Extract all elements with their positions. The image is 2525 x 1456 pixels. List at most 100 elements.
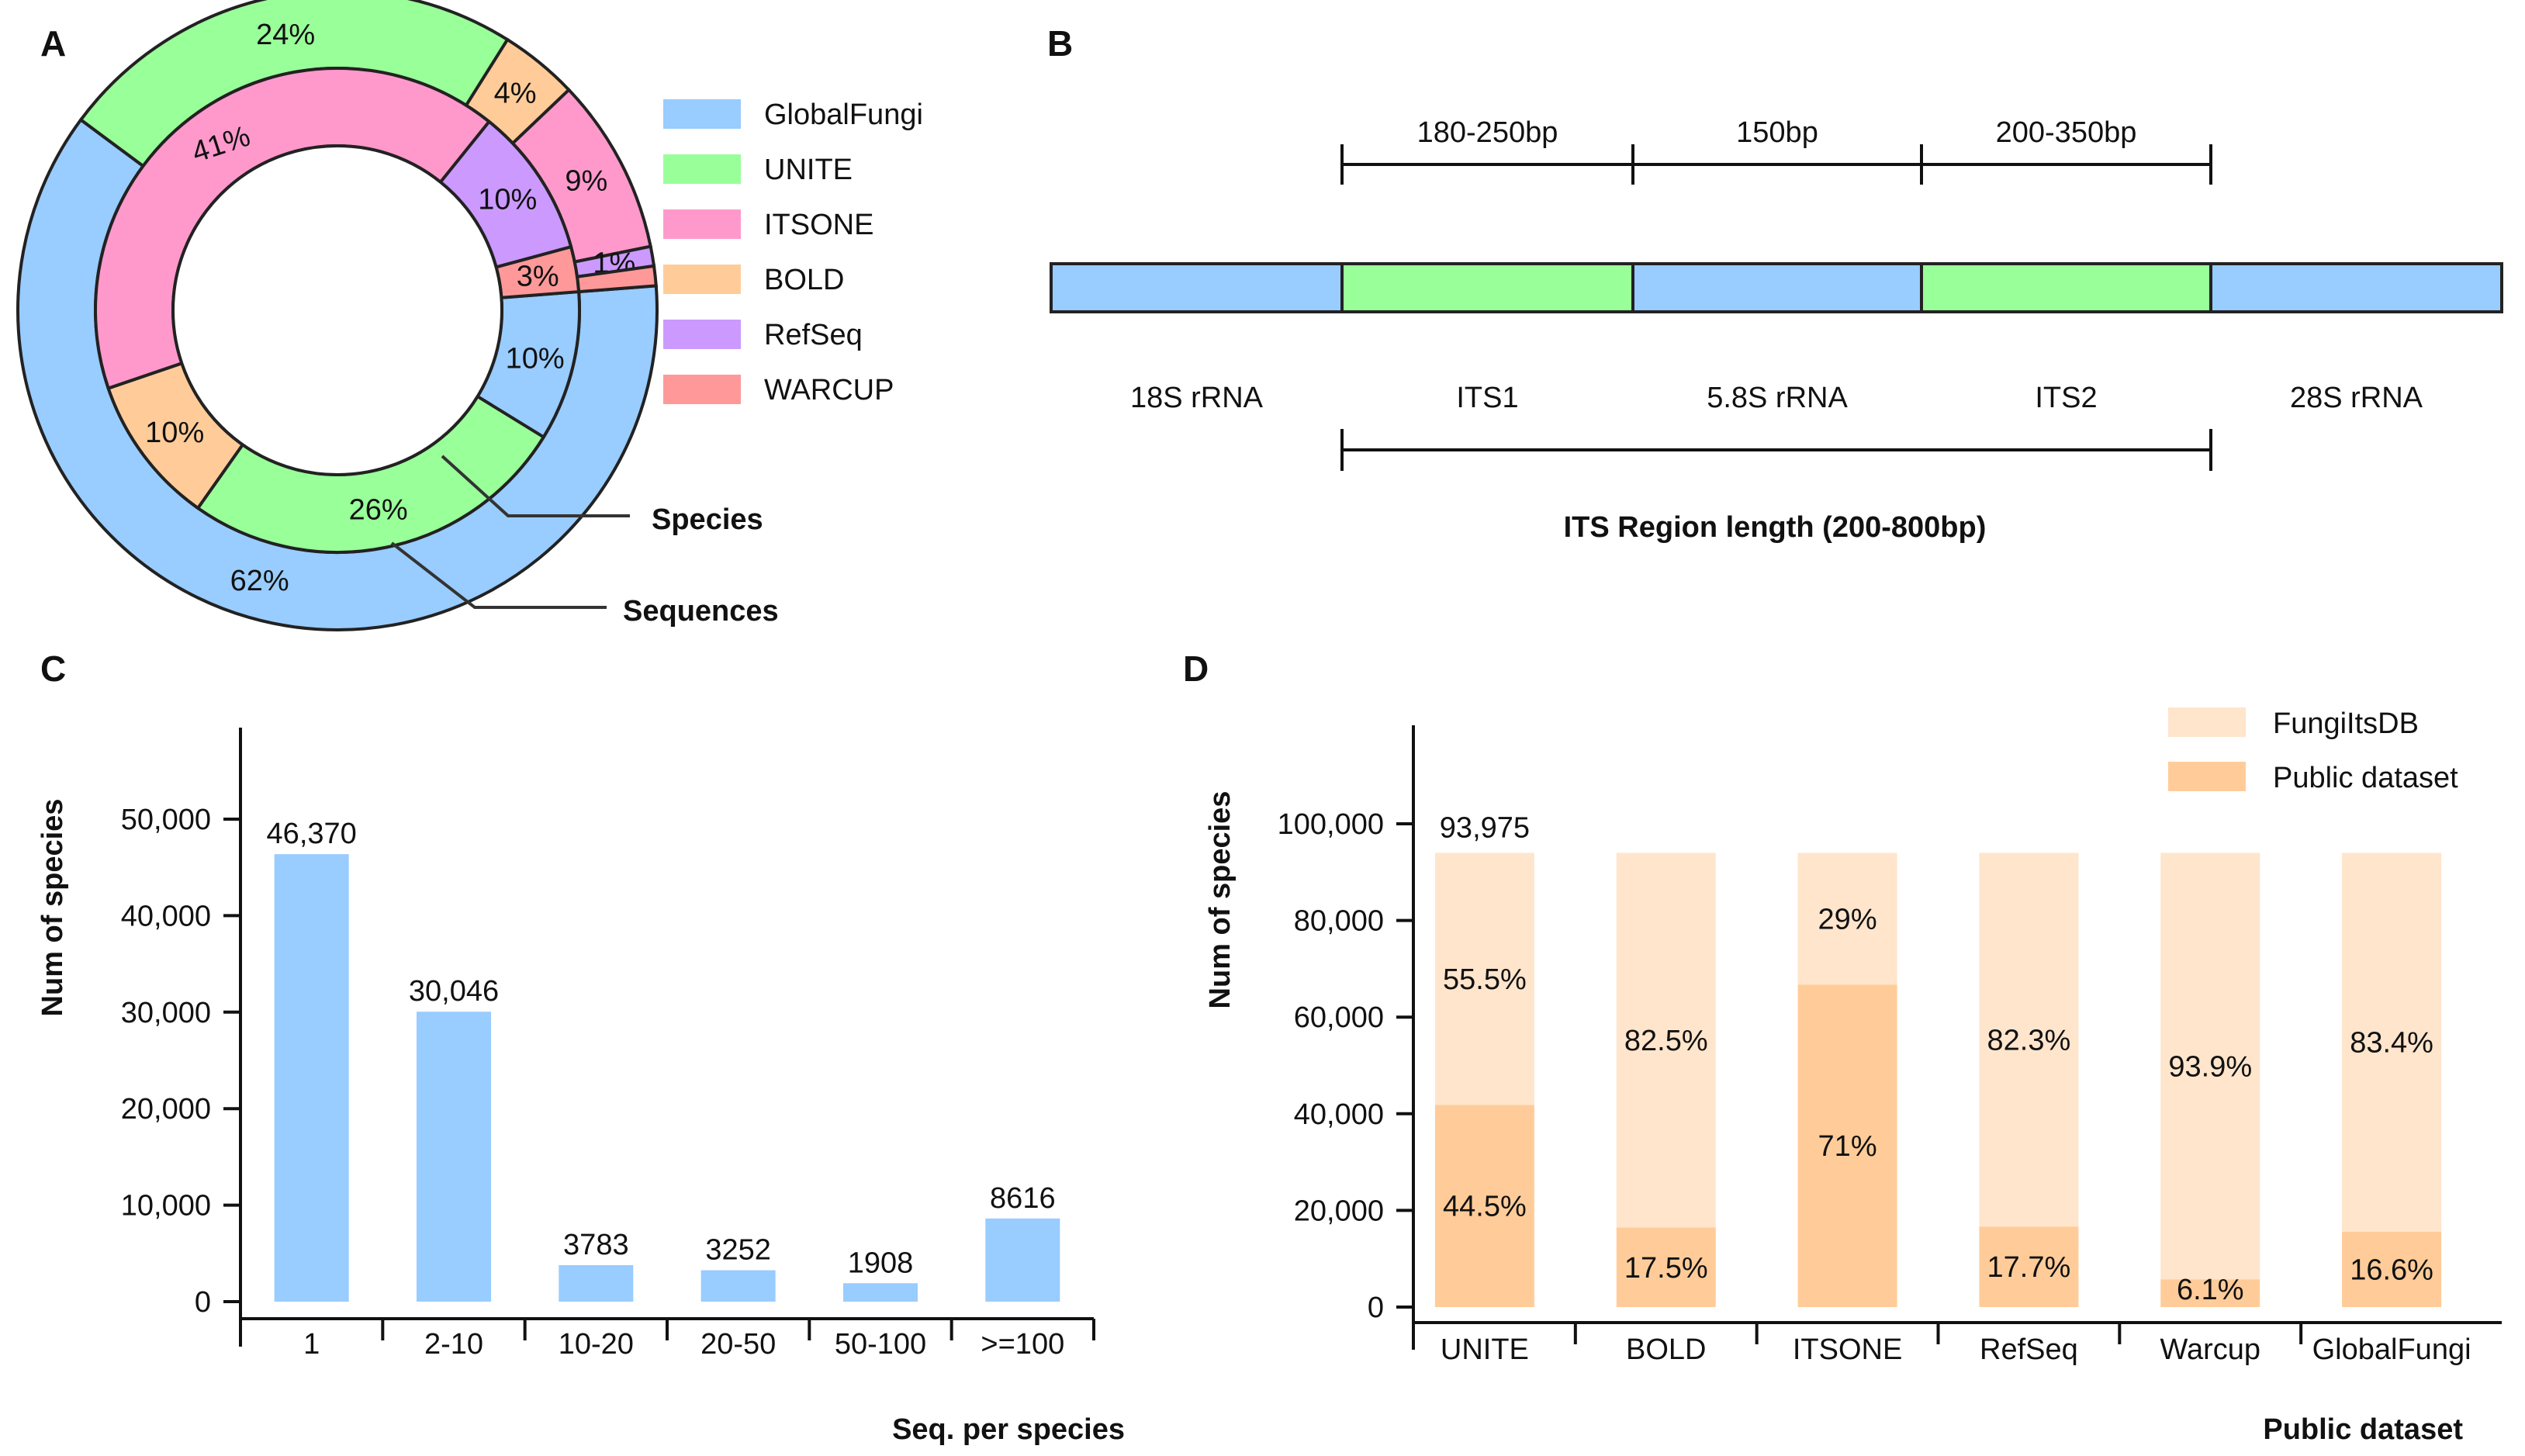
panel-c: C 0 10,000 20,000 30,000 40,000 50,000 46,370 1…	[36, 648, 1125, 1446]
bar-fungiitsdb-unite	[1434, 853, 1534, 1105]
y-tick-label: 10,000	[121, 1190, 211, 1223]
y-axis-title: Num of species	[1204, 791, 1237, 1009]
x-tick-label: 50-100	[835, 1328, 926, 1361]
bar-1	[274, 854, 349, 1302]
fungiitsdb-pct-label: 83.4%	[2350, 1027, 2433, 1060]
legend-swatch-bold	[663, 265, 741, 294]
x-tick-label: BOLD	[1626, 1333, 1706, 1366]
x-axis-title: Public dataset	[2263, 1413, 2463, 1446]
sequences-callout-line	[390, 541, 607, 609]
sequences-callout-label: Sequences	[623, 595, 779, 628]
bar-fungiitsdb-bold	[1616, 853, 1716, 1228]
public-pct-label: 6.1%	[2177, 1274, 2244, 1306]
y-tick-label: 40,000	[121, 900, 211, 932]
y-tick-label: 40,000	[1294, 1098, 1384, 1131]
segment-label-18s-rrna: 18S rRNA	[1130, 382, 1264, 414]
sequences-slice-label-itsone: 9%	[565, 164, 607, 197]
region-length-label: 180-250bp	[1417, 116, 1558, 149]
bar-value-label: 1908	[848, 1247, 914, 1279]
sequences-slice-label-globalfungi: 62%	[230, 565, 289, 597]
segment-label-28s-rrna: 28S rRNA	[2290, 382, 2423, 414]
species-slice-label-warcup: 3%	[517, 260, 559, 292]
bar-fungiitsdb-globalfungi	[2342, 853, 2442, 1232]
y-tick-label: 0	[195, 1286, 211, 1319]
panel-d: D 0 20,000 40,000 60,000 80,000 100,000 44.5% 5…	[1183, 648, 2502, 1446]
species-callout-label: Species	[652, 503, 763, 536]
bar-public-itsone	[1797, 984, 1897, 1307]
y-tick-label: 100,000	[1278, 808, 1384, 841]
legend-swatch-globalfungi	[663, 99, 741, 129]
seq-per-species-bar-chart: 0 10,000 20,000 30,000 40,000 50,000 46,370 1 30…	[36, 728, 1125, 1446]
segment-label-5-8s-rrna: 5.8S rRNA	[1707, 382, 1848, 414]
fungiitsdb-pct-label: 82.5%	[1624, 1025, 1708, 1057]
public-dataset-stacked-chart: 0 20,000 40,000 60,000 80,000 100,000 44.5% 55.…	[1204, 707, 2502, 1446]
bar-2-10	[417, 1012, 491, 1302]
species-slice-label-refseq: 10%	[478, 184, 537, 216]
panel-a-letter: A	[40, 23, 66, 64]
legend-label-globalfungi: GlobalFungi	[764, 99, 923, 131]
legend-label-refseq: RefSeq	[764, 319, 863, 351]
bar-public-warcup	[2160, 1279, 2260, 1307]
segment-label-its1: ITS1	[1456, 382, 1518, 414]
sequences-slice-label-bold: 4%	[494, 78, 537, 110]
legend-swatch-itsone	[663, 209, 741, 239]
y-tick-label: 80,000	[1294, 905, 1384, 938]
species-slice-label-globalfungi: 10%	[506, 343, 565, 375]
legend-swatch-unite	[663, 154, 741, 184]
legend-label-warcup: WARCUP	[764, 374, 894, 406]
x-tick-label: 2-10	[424, 1328, 483, 1361]
bar-fungiitsdb-itsone	[1797, 853, 1897, 985]
x-tick-label: Warcup	[2160, 1333, 2260, 1366]
legend-swatch-warcup	[663, 375, 741, 404]
x-tick-label: 10-20	[559, 1328, 634, 1361]
bar-public-globalfungi	[2342, 1231, 2442, 1307]
total-label: 93,975	[1440, 812, 1530, 845]
fungiitsdb-pct-label: 29%	[1818, 903, 1877, 936]
y-axis-title: Num of species	[36, 799, 69, 1017]
donut-hole	[171, 144, 503, 476]
species-slice-label-bold: 10%	[145, 417, 204, 449]
bar-value-label: 46,370	[267, 818, 357, 850]
panel-a-legend: GlobalFungi UNITE ITSONE BOLD RefSeq WARCUP	[663, 99, 923, 406]
y-tick-label: 20,000	[1294, 1195, 1384, 1227]
x-tick-label: >=100	[981, 1328, 1064, 1361]
segment-its2	[1920, 262, 2212, 313]
fungiitsdb-pct-label: 55.5%	[1443, 963, 1527, 996]
panel-b: B 18S rRNA ITS1 5.8S rRNA ITS2 28S rRNA 180-2…	[1047, 23, 2503, 544]
segment-18s-rrna	[1050, 262, 1344, 313]
x-axis-title: Seq. per species	[892, 1413, 1125, 1446]
x-tick-label: 1	[303, 1328, 320, 1361]
y-tick-label: 20,000	[121, 1093, 211, 1126]
segment-its1	[1340, 262, 1634, 313]
segment-5-8s-rrna	[1631, 262, 1923, 313]
public-pct-label: 71%	[1818, 1130, 1877, 1163]
x-tick-label: ITSONE	[1793, 1333, 1902, 1366]
bar-value-label: 3783	[563, 1229, 629, 1261]
sequences-slice-label-unite: 24%	[256, 19, 315, 51]
its-region-title: ITS Region length (200-800bp)	[1564, 511, 1987, 544]
bar-public-unite	[1434, 1105, 1534, 1307]
segment-28s-rrna	[2209, 262, 2503, 313]
fungiitsdb-pct-label: 93.9%	[2168, 1050, 2252, 1083]
panel-c-letter: C	[40, 648, 66, 689]
public-pct-label: 17.5%	[1624, 1252, 1708, 1285]
legend-label-unite: UNITE	[764, 154, 853, 186]
bar-public-bold	[1616, 1227, 1716, 1307]
bar-50-100	[843, 1283, 918, 1302]
legend-label-fungiitsdb: FungiItsDB	[2273, 707, 2419, 740]
x-tick-label: GlobalFungi	[2312, 1333, 2471, 1366]
its-region-diagram: 18S rRNA ITS1 5.8S rRNA ITS2 28S rRNA 180-250…	[1050, 116, 2503, 471]
y-tick-label: 30,000	[121, 997, 211, 1029]
y-tick-label: 0	[1368, 1292, 1384, 1324]
public-pct-label: 44.5%	[1443, 1191, 1527, 1223]
bar-value-label: 3252	[705, 1234, 771, 1267]
legend-swatch-refseq	[663, 320, 741, 349]
x-tick-label: UNITE	[1441, 1333, 1529, 1366]
x-tick-label: RefSeq	[1980, 1333, 2078, 1366]
panel-d-letter: D	[1183, 648, 1209, 689]
legend-swatch-fungiitsdb	[2168, 707, 2246, 737]
fungiitsdb-pct-label: 82.3%	[1987, 1024, 2071, 1057]
donut-callouts: Species Sequences	[390, 455, 779, 628]
y-tick-label: 60,000	[1294, 1001, 1384, 1034]
